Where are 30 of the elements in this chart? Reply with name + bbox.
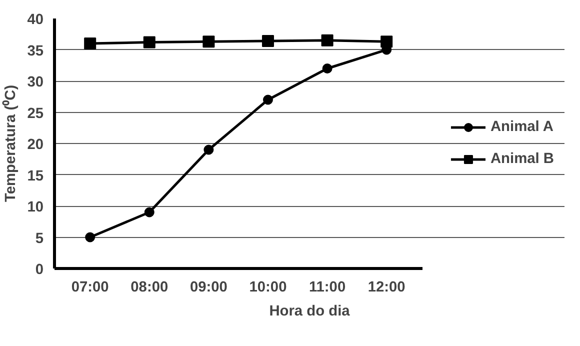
y-tick-label: 0 <box>35 262 44 278</box>
y-tick-label: 40 <box>27 12 44 28</box>
x-tick-label: 07:00 <box>71 280 109 296</box>
x-tick-label: 11:00 <box>308 280 346 296</box>
legend-label: Animal A <box>490 119 554 135</box>
y-tick-label: 30 <box>27 74 44 90</box>
y-axis-title: Temperatura (⁰C) <box>2 84 20 202</box>
point <box>144 207 154 218</box>
point <box>204 144 214 155</box>
x-axis-title: Hora do dia <box>269 304 351 320</box>
point <box>321 34 334 46</box>
point <box>85 232 96 242</box>
point <box>262 94 273 105</box>
point <box>262 35 274 47</box>
point <box>380 36 393 48</box>
point <box>202 36 215 48</box>
y-tick-label: 35 <box>27 43 44 60</box>
y-tick-label: 20 <box>27 137 44 153</box>
y-tick-label: 15 <box>27 168 44 184</box>
y-tick-label: 5 <box>35 230 44 247</box>
point <box>322 64 332 74</box>
y-tick-label: 25 <box>27 106 44 122</box>
x-tick-label: 12:00 <box>368 280 406 296</box>
legend-label: Animal B <box>490 151 554 167</box>
x-tick-label: 10:00 <box>249 280 287 296</box>
x-tick-label: 09:00 <box>190 280 228 296</box>
point <box>84 38 96 50</box>
y-tick-label: 10 <box>27 200 44 216</box>
point <box>143 36 156 48</box>
x-tick-label: 08:00 <box>130 280 168 296</box>
